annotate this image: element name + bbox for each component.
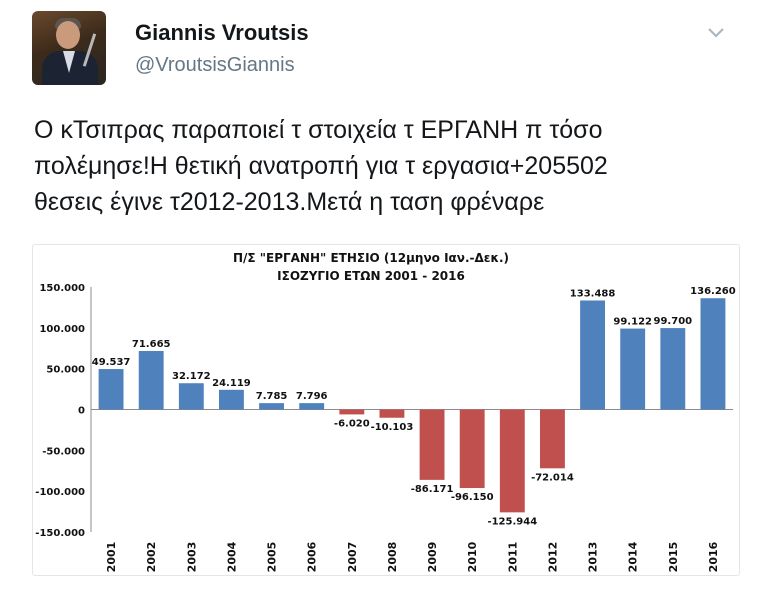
chevron-down-icon[interactable] <box>706 26 726 40</box>
data-label: 99.122 <box>613 317 652 328</box>
bar-2010 <box>459 409 485 489</box>
tweet-text-line: πολέμησε!Η θετική ανατροπή για τ εργασια… <box>34 152 608 180</box>
x-tick-label: 2005 <box>266 542 279 573</box>
bar-2001 <box>98 369 124 410</box>
data-label: -86.171 <box>411 484 454 495</box>
data-label: 99.700 <box>654 316 693 327</box>
x-tick-label: 2013 <box>587 542 600 573</box>
bar-2005 <box>259 403 285 410</box>
bar-2015 <box>660 328 686 410</box>
y-tick-label: 50.000 <box>46 365 85 376</box>
data-label: 32.172 <box>172 371 211 382</box>
x-tick-label: 2003 <box>185 542 198 573</box>
x-tick-label: 2002 <box>145 542 158 573</box>
bar-2007 <box>339 409 365 415</box>
data-label: 136.260 <box>690 286 736 297</box>
avatar-head <box>56 21 80 49</box>
bar-chart: Π/Σ "ΕΡΓΑΝΗ" ΕΤΗΣΙΟ (12μηνο Ιαν.-Δεκ.) Ι… <box>35 251 736 573</box>
tweet-text: Ο κΤσιπρας παραποιεί τ στοιχεία τ ΕΡΓΑΝΗ… <box>34 112 749 220</box>
user-handle[interactable]: @VroutsisGiannis <box>135 54 295 76</box>
y-tick-label: -150.000 <box>35 528 85 539</box>
x-tick-label: 2004 <box>225 541 238 572</box>
data-label: -125.944 <box>487 516 537 527</box>
data-label: 49.537 <box>92 357 131 368</box>
bar-2012 <box>539 409 565 469</box>
y-tick-label: -50.000 <box>42 446 85 457</box>
bar-2004 <box>218 389 244 410</box>
y-tick-label: 150.000 <box>39 283 85 294</box>
bar-2008 <box>379 409 405 418</box>
y-tick-label: 100.000 <box>39 324 85 335</box>
x-tick-label: 2008 <box>386 542 399 573</box>
data-label: 7.785 <box>256 391 288 402</box>
chart-image[interactable]: Π/Σ "ΕΡΓΑΝΗ" ΕΤΗΣΙΟ (12μηνο Ιαν.-Δεκ.) Ι… <box>32 244 740 576</box>
x-tick-label: 2012 <box>546 542 559 573</box>
bar-2009 <box>419 409 445 480</box>
x-tick-label: 2011 <box>506 542 519 573</box>
y-tick-label: -100.000 <box>35 487 85 498</box>
tweet-text-line: θεσεις έγινε τ2012-2013.Μετά η ταση φρέν… <box>34 188 545 216</box>
x-tick-label: 2015 <box>667 542 680 573</box>
x-tick-label: 2006 <box>306 541 319 572</box>
bar-2006 <box>299 403 325 410</box>
data-label: -96.150 <box>451 492 494 503</box>
bar-2011 <box>499 409 525 513</box>
y-tick-label: 0 <box>78 406 85 417</box>
bar-2002 <box>138 350 164 410</box>
avatar[interactable] <box>32 11 106 85</box>
data-label: -72.014 <box>531 472 574 483</box>
data-label: 71.665 <box>132 339 171 350</box>
data-label: 133.488 <box>570 288 616 299</box>
data-label: 7.796 <box>296 391 328 402</box>
x-tick-label: 2007 <box>346 542 359 573</box>
bar-2014 <box>620 328 646 410</box>
bar-2013 <box>580 300 606 410</box>
bar-2003 <box>178 383 204 410</box>
bar-2016 <box>700 298 726 410</box>
display-name[interactable]: Giannis Vroutsis <box>135 20 309 45</box>
x-tick-label: 2010 <box>466 541 479 572</box>
chart-title: Π/Σ "ΕΡΓΑΝΗ" ΕΤΗΣΙΟ (12μηνο Ιαν.-Δεκ.) <box>233 251 509 265</box>
x-tick-label: 2016 <box>707 541 720 572</box>
x-tick-label: 2001 <box>105 542 118 573</box>
x-tick-label: 2014 <box>627 541 640 572</box>
data-label: -6.020 <box>334 418 370 429</box>
chart-subtitle: ΙΣΟΖΥΓΙΟ ΕΤΩΝ 2001 - 2016 <box>277 269 465 283</box>
tweet-text-line: Ο κΤσιπρας παραποιεί τ στοιχεία τ ΕΡΓΑΝΗ… <box>34 116 603 144</box>
x-tick-label: 2009 <box>426 542 439 573</box>
data-label: -10.103 <box>371 422 414 433</box>
data-label: 24.119 <box>212 378 251 389</box>
